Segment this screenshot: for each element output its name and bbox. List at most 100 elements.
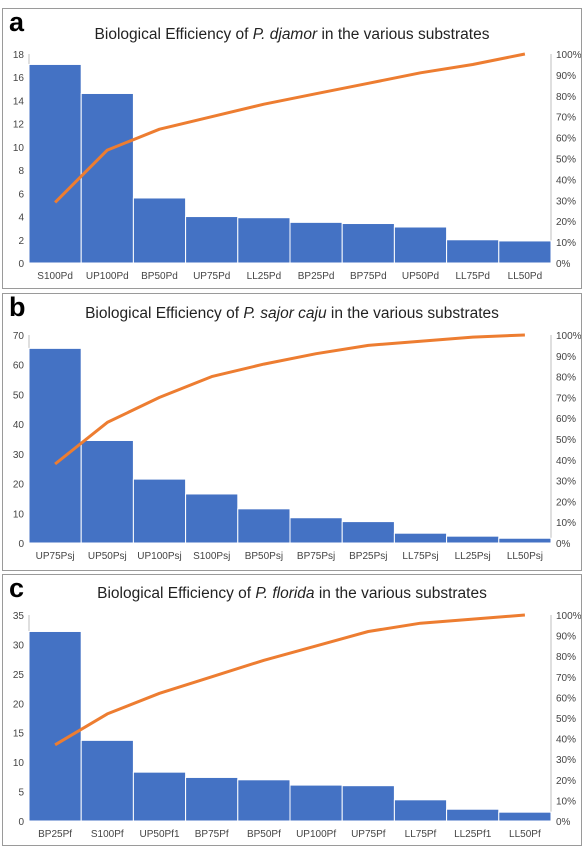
panel-label: a [9, 7, 25, 37]
bar [132, 771, 187, 822]
y-tick-label: 10 [13, 509, 25, 520]
y2-tick-label: 80% [556, 92, 576, 103]
bar [80, 739, 134, 822]
bar [237, 217, 291, 264]
y2-tick-label: 70% [556, 393, 576, 404]
x-tick-label: LL25Pd [247, 271, 281, 282]
y2-tick-label: 0% [556, 817, 571, 828]
y2-tick-label: 90% [556, 632, 576, 643]
bar [28, 630, 82, 822]
y-tick-label: 20 [13, 699, 25, 710]
y2-tick-label: 80% [556, 373, 576, 384]
x-tick-label: S100Pf [91, 829, 124, 840]
y-tick-label: 50 [13, 390, 25, 401]
y-tick-label: 14 [13, 96, 25, 107]
x-tick-label: LL50Psj [507, 551, 543, 562]
bar [80, 439, 134, 544]
chart-svg: 0 2 4 6 8 10 12 14 16 18 0% 10% 20% 30% 40% 50% 60% 70% 80… [13, 50, 581, 282]
y-tick-label: 16 [13, 73, 25, 84]
x-tick-label: S100Pd [37, 271, 73, 282]
x-tick-label: UP100Pd [86, 271, 129, 282]
y-tick-label: 30 [13, 640, 25, 651]
bar [446, 535, 500, 544]
x-tick-label: BP50Pf [247, 829, 281, 840]
y-tick-label: 12 [13, 120, 25, 131]
bar [446, 808, 500, 822]
cumulative-line [54, 613, 526, 747]
y2-tick-label: 80% [556, 652, 576, 663]
bar [132, 478, 187, 544]
bar [28, 347, 82, 544]
y2-tick-label: 30% [556, 196, 576, 207]
y-tick-label: 35 [13, 611, 25, 622]
bar [446, 239, 500, 264]
chart-title: Biological Efficiency of P. florida in t… [97, 585, 487, 602]
x-tick-label: UP100Pf [296, 829, 336, 840]
chart-svg: 0 5 10 15 20 25 30 35 0% 10% 20% 30% 40% 50% 60% 70% 80%… [13, 611, 581, 840]
bar [341, 521, 395, 544]
x-tick-label: BP25Pd [298, 271, 335, 282]
chart-panel-c: c Biological Efficiency of P. florida in… [2, 573, 582, 846]
chart-panel-a: a Biological Efficiency of P. djamor in … [2, 7, 582, 289]
bar [132, 197, 187, 264]
x-tick-label: BP50Pd [141, 271, 178, 282]
y-tick-label: 6 [18, 189, 24, 200]
x-tick-label: LL50Pf [509, 829, 541, 840]
y2-tick-label: 100% [556, 611, 581, 622]
y2-tick-label: 20% [556, 497, 576, 508]
bar [393, 532, 448, 544]
y2-tick-label: 100% [556, 331, 581, 342]
y-tick-label: 4 [18, 213, 24, 224]
x-tick-label: BP25Psj [349, 551, 387, 562]
x-tick-label: LL25Psj [455, 551, 491, 562]
y-tick-label: 10 [13, 758, 25, 769]
x-tick-label: LL75Psj [402, 551, 438, 562]
y-tick-label: 70 [13, 331, 25, 342]
bar [185, 776, 239, 822]
y2-tick-label: 40% [556, 735, 576, 746]
x-tick-label: S100Psj [193, 551, 230, 562]
y2-tick-label: 60% [556, 134, 576, 145]
y-tick-label: 0 [18, 539, 24, 550]
y-tick-label: 60 [13, 361, 25, 372]
cumulative-line [54, 333, 525, 466]
x-tick-label: LL50Pd [508, 271, 542, 282]
x-tick-label: UP75Pd [193, 271, 230, 282]
panel-label: c [9, 573, 25, 603]
y-tick-label: 0 [18, 259, 24, 270]
panel-label: b [9, 292, 26, 322]
x-tick-label: BP50Psj [245, 551, 283, 562]
bar [185, 216, 239, 264]
x-tick-label: UP50Psj [88, 551, 127, 562]
y2-tick-label: 30% [556, 755, 576, 766]
bar [289, 517, 343, 544]
x-tick-label: LL25Pf1 [454, 829, 492, 840]
y2-tick-label: 10% [556, 238, 576, 249]
bar [289, 784, 343, 822]
y2-tick-label: 0% [556, 539, 571, 550]
x-tick-label: UP50Pf1 [139, 829, 179, 840]
bar [498, 537, 552, 544]
y-tick-label: 30 [13, 450, 25, 461]
x-tick-label: UP50Pd [402, 271, 439, 282]
y2-tick-label: 50% [556, 155, 576, 166]
bar [393, 226, 448, 264]
x-tick-label: UP75Pf [351, 829, 386, 840]
y-tick-label: 20 [13, 480, 25, 491]
y2-tick-label: 10% [556, 796, 576, 807]
y2-tick-label: 90% [556, 352, 576, 363]
y2-tick-label: 60% [556, 693, 576, 704]
y2-tick-label: 50% [556, 435, 576, 446]
y2-tick-label: 50% [556, 714, 576, 725]
chart-title: Biological Efficiency of P. sajor caju i… [85, 305, 499, 322]
y-tick-label: 40 [13, 420, 25, 431]
bar [80, 92, 134, 264]
y-tick-label: 5 [18, 788, 24, 799]
chart-panel-b: b Biological Efficiency of P. sajor caju… [2, 292, 582, 571]
cumulative-line [54, 52, 526, 204]
chart-svg: 0 10 20 30 40 50 60 70 0% 10% 20% 30% 40% 50% 60% 70% 80… [13, 331, 581, 562]
y2-tick-label: 0% [556, 259, 571, 270]
bar [341, 785, 395, 822]
x-tick-label: BP75Pd [350, 271, 387, 282]
y-tick-label: 8 [18, 166, 24, 177]
